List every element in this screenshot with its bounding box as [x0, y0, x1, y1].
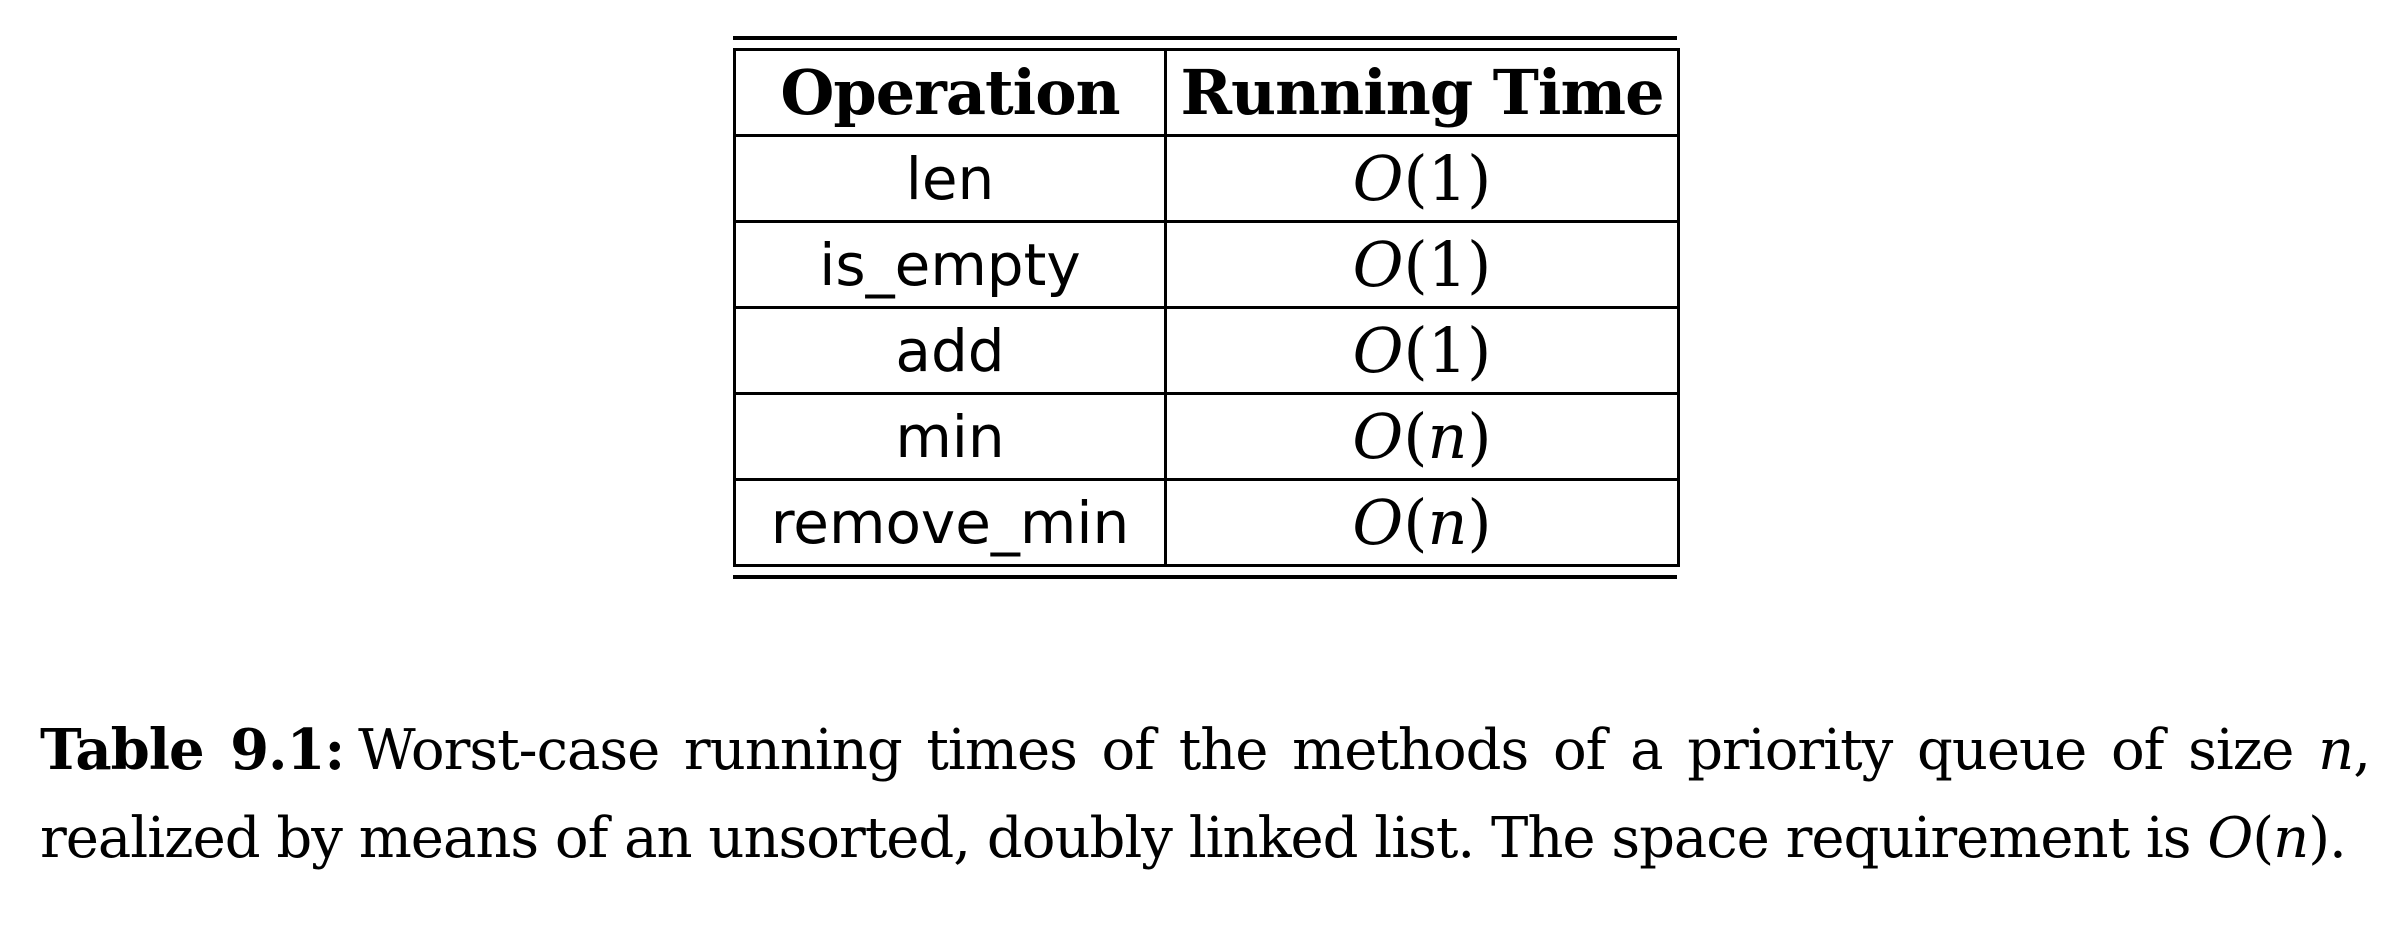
- running-time-cell: O(n): [1164, 392, 1680, 481]
- running-time-cell: O(n): [1164, 478, 1680, 567]
- complexity-table: Operation Running Time len O(1) is_empty…: [733, 36, 1680, 579]
- caption-text-end: .: [2329, 806, 2347, 871]
- complexity-argument: 1: [1427, 228, 1468, 301]
- operation-cell: add: [733, 306, 1167, 395]
- operation-cell: remove_min: [733, 478, 1167, 567]
- running-time-cell: O(1): [1164, 220, 1680, 309]
- big-o-symbol: O: [1352, 314, 1404, 387]
- operation-cell: is_empty: [733, 220, 1167, 309]
- running-time-cell: O(1): [1164, 306, 1680, 395]
- big-o-symbol: O: [1352, 486, 1404, 559]
- header-running-time: Running Time: [1164, 48, 1680, 137]
- table-row: is_empty O(1): [733, 220, 1680, 309]
- big-o-symbol: O: [1352, 142, 1404, 215]
- table-row: add O(1): [733, 306, 1680, 395]
- running-time-cell: O(1): [1164, 134, 1680, 223]
- table-header-row: Operation Running Time: [733, 48, 1680, 137]
- complexity-argument: n: [1427, 486, 1468, 559]
- complexity-argument: 1: [1427, 142, 1468, 215]
- complexity-argument: n: [1427, 400, 1468, 473]
- operations-table: Operation Running Time len O(1) is_empty…: [733, 48, 1680, 567]
- table-row: len O(1): [733, 134, 1680, 223]
- caption-text-part2: , realized by means of an unsorted, doub…: [40, 718, 2371, 871]
- caption-label: Table 9.1:: [40, 717, 345, 783]
- table-bottom-rule: [733, 575, 1677, 579]
- operation-cell: len: [733, 134, 1167, 223]
- header-operation: Operation: [733, 48, 1167, 137]
- caption-text-part1: Worst-case running times of the methods …: [358, 718, 2294, 783]
- complexity-argument: 1: [1427, 314, 1468, 387]
- table-body: len O(1) is_empty O(1) add O(1) min O(n)…: [733, 134, 1680, 567]
- big-o-symbol: O: [1352, 400, 1404, 473]
- table-row: remove_min O(n): [733, 478, 1680, 567]
- caption-space-big-o: O: [2207, 806, 2253, 871]
- table-caption: Table 9.1: Worst-case running times of th…: [40, 717, 2371, 871]
- operation-cell: min: [733, 392, 1167, 481]
- table-row: min O(n): [733, 392, 1680, 481]
- big-o-symbol: O: [1352, 228, 1404, 301]
- table-top-rule: [733, 36, 1677, 40]
- caption-variable-n: n: [2318, 718, 2354, 783]
- caption-space-argument: n: [2273, 806, 2309, 871]
